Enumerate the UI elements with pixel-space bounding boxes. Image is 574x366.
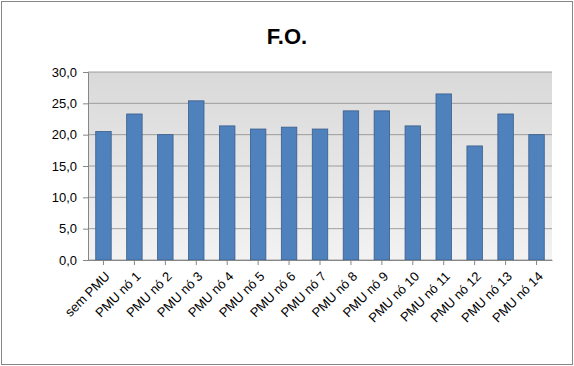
- y-tick-mark: [83, 166, 88, 167]
- x-tick-mark: [474, 260, 475, 265]
- y-tick-label: 10,0: [52, 190, 77, 205]
- x-tick-mark: [350, 260, 351, 265]
- bar: [158, 135, 173, 260]
- x-tick-mark: [381, 260, 382, 265]
- bar: [96, 132, 111, 260]
- x-axis: sem PMUPMU nó 1PMU nó 2PMU nó 3PMU nó 4P…: [62, 260, 553, 325]
- bar: [281, 127, 296, 260]
- x-tick-label: PMU nó 14: [489, 269, 546, 326]
- plot-background: [88, 72, 552, 260]
- x-tick: PMU nó 14: [489, 260, 546, 325]
- x-tick-mark: [443, 260, 444, 265]
- bar: [529, 135, 544, 260]
- y-tick-mark: [83, 229, 88, 230]
- y-tick-label: 20,0: [52, 127, 77, 142]
- x-tick-mark: [412, 260, 413, 265]
- y-tick-mark: [83, 103, 88, 104]
- bar: [467, 146, 482, 260]
- bar: [405, 126, 420, 260]
- x-tick-mark: [227, 260, 228, 265]
- y-tick: 30,0: [52, 65, 88, 80]
- bar: [189, 101, 204, 260]
- plot: 0,0 5,0 10,0 15,0 20,0 25,0 30,0 sem PMUPMU nó …: [52, 65, 553, 326]
- y-tick-label: 0,0: [59, 253, 77, 268]
- y-tick: 5,0: [59, 221, 88, 236]
- y-tick: 0,0: [59, 253, 88, 268]
- y-tick-label: 30,0: [52, 65, 77, 80]
- x-tick-mark: [134, 260, 135, 265]
- bar: [127, 114, 142, 260]
- title: F.O.: [267, 24, 307, 49]
- bar: [436, 94, 451, 260]
- y-tick-mark: [83, 260, 88, 261]
- bar: [312, 129, 327, 260]
- y-tick: 15,0: [52, 159, 88, 174]
- x-tick-mark: [258, 260, 259, 265]
- x-tick-mark: [289, 260, 290, 265]
- y-axis: 0,0 5,0 10,0 15,0 20,0 25,0 30,0: [52, 65, 89, 268]
- x-tick-mark: [320, 260, 321, 265]
- y-tick: 10,0: [52, 190, 88, 205]
- x-tick-mark: [536, 260, 537, 265]
- x-tick-mark: [196, 260, 197, 265]
- x-tick-mark: [505, 260, 506, 265]
- y-tick-mark: [83, 72, 88, 73]
- y-axis-line: [83, 73, 89, 261]
- y-tick: 20,0: [52, 127, 88, 142]
- y-tick-mark: [83, 197, 88, 198]
- grid-line: [88, 103, 552, 104]
- y-tick-mark: [83, 135, 88, 136]
- chart: F.O. 0,0 5,0 10,0 15,0 20,0 25,0 30,0 sem PMUPMU…: [0, 0, 574, 366]
- bar: [219, 126, 234, 260]
- y-tick-label: 5,0: [59, 221, 77, 236]
- grid: [88, 72, 552, 260]
- y-tick-label: 15,0: [52, 159, 77, 174]
- bar: [374, 111, 389, 260]
- x-tick-mark: [103, 260, 104, 265]
- x-tick-mark: [165, 260, 166, 265]
- bar: [250, 129, 265, 260]
- y-tick: 25,0: [52, 96, 88, 111]
- bar: [343, 111, 358, 260]
- grid-line: [88, 72, 552, 73]
- chart-frame: [2, 2, 573, 365]
- bars: [96, 94, 545, 260]
- bar: [498, 114, 513, 260]
- y-tick-label: 25,0: [52, 96, 77, 111]
